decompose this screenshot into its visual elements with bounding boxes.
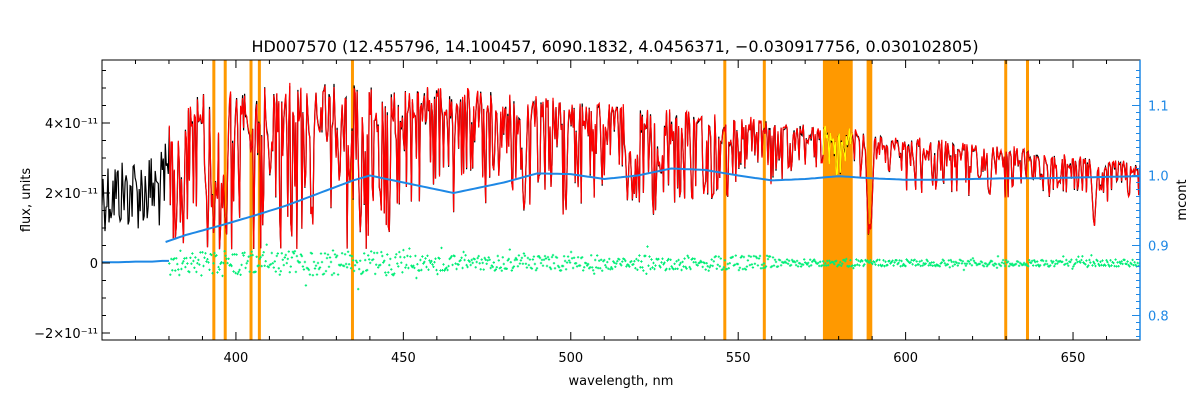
y2-axis-label: mcont: [1175, 179, 1190, 220]
y-tick-label: 4×10⁻¹¹: [45, 117, 98, 132]
y-axis-right: 0.8 0.9 1.0 1.1: [1132, 60, 1169, 340]
mask-regions: [212, 60, 1029, 340]
mask-line: [249, 60, 253, 340]
residuals: [168, 243, 1140, 291]
y-tick-label: 0: [90, 257, 98, 272]
y-tick-label: 2×10⁻¹¹: [45, 187, 98, 202]
mask-line: [1025, 60, 1029, 340]
y2-tick-label: 0.8: [1148, 310, 1169, 325]
continuum-blue-segment: [102, 259, 169, 264]
x-axis-label: wavelength, nm: [569, 374, 674, 389]
x-tick-label: 400: [224, 351, 249, 366]
x-tick-label: 650: [1061, 351, 1086, 366]
y-tick-label: −2×10⁻¹¹: [34, 327, 98, 342]
model-line: [168, 82, 1140, 250]
x-tick-label: 450: [391, 351, 416, 366]
continuum-curve: [102, 167, 1140, 264]
mask-line: [212, 60, 216, 340]
y-axis-left: −2×10⁻¹¹ 0 2×10⁻¹¹ 4×10⁻¹¹: [34, 70, 110, 342]
mask-line: [223, 60, 227, 340]
y2-tick-label: 0.9: [1148, 240, 1169, 255]
x-tick-label: 550: [726, 351, 751, 366]
mask-line: [1004, 60, 1008, 340]
mask-band: [822, 60, 853, 340]
x-tick-label: 600: [893, 351, 918, 366]
x-tick-label: 500: [558, 351, 583, 366]
y2-tick-label: 1.0: [1148, 170, 1169, 185]
mask-line: [869, 60, 873, 340]
mask-line: [350, 60, 354, 340]
mask-line: [257, 60, 261, 340]
chart-title: HD007570 (12.455796, 14.100457, 6090.183…: [251, 37, 978, 56]
model-spectrum: [168, 82, 1140, 250]
continuum-line: [165, 167, 1140, 243]
mask-line: [723, 60, 727, 340]
masked-model-line: [822, 125, 853, 176]
plot-frame: [101, 59, 1141, 341]
y2-tick-label: 1.1: [1148, 100, 1169, 115]
residual-points: [168, 243, 1140, 291]
mask-line: [762, 60, 766, 340]
x-axis: 400 450 500 550 600 650: [101, 60, 1141, 366]
y-axis-label: flux, units: [19, 168, 34, 233]
mask-line: [866, 60, 870, 340]
